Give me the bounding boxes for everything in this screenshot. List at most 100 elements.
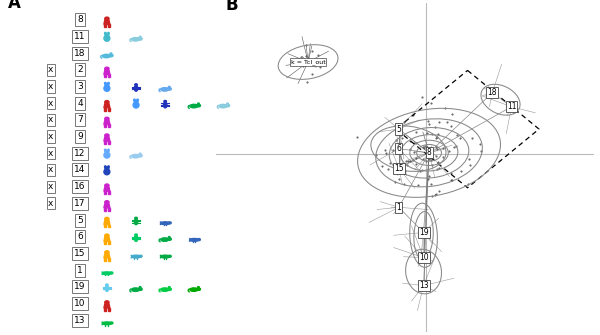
Ellipse shape	[108, 82, 109, 84]
Ellipse shape	[168, 255, 171, 257]
Circle shape	[105, 17, 109, 20]
Circle shape	[105, 100, 109, 104]
Polygon shape	[104, 121, 110, 125]
Text: 5: 5	[397, 125, 401, 134]
Ellipse shape	[103, 322, 112, 325]
Circle shape	[105, 301, 109, 304]
Text: x: x	[48, 182, 53, 191]
Polygon shape	[104, 241, 106, 244]
Text: k = TcI_out: k = TcI_out	[291, 59, 325, 65]
Polygon shape	[104, 238, 110, 241]
Ellipse shape	[167, 288, 172, 290]
Polygon shape	[104, 125, 106, 127]
Text: 19: 19	[419, 228, 428, 237]
Ellipse shape	[104, 35, 110, 41]
Polygon shape	[108, 125, 110, 127]
Ellipse shape	[131, 154, 139, 158]
Ellipse shape	[139, 36, 141, 38]
Ellipse shape	[108, 166, 109, 168]
Ellipse shape	[163, 102, 167, 108]
Ellipse shape	[167, 88, 172, 90]
Ellipse shape	[196, 104, 200, 107]
Polygon shape	[104, 225, 106, 227]
Ellipse shape	[104, 152, 110, 158]
Ellipse shape	[169, 286, 170, 288]
Text: 11: 11	[507, 102, 516, 111]
Ellipse shape	[104, 149, 106, 151]
Polygon shape	[108, 108, 110, 111]
Ellipse shape	[109, 54, 113, 57]
Polygon shape	[104, 74, 106, 77]
Ellipse shape	[104, 169, 110, 175]
Polygon shape	[104, 104, 110, 108]
Text: 15: 15	[394, 164, 404, 173]
Polygon shape	[108, 258, 110, 261]
Text: x: x	[48, 149, 53, 158]
Ellipse shape	[168, 222, 171, 224]
Text: x: x	[48, 115, 53, 124]
Text: 1: 1	[77, 266, 83, 275]
Ellipse shape	[105, 33, 109, 36]
Ellipse shape	[138, 154, 142, 157]
Polygon shape	[108, 208, 110, 211]
Ellipse shape	[103, 272, 112, 275]
Text: 5: 5	[77, 215, 83, 224]
Text: 9: 9	[77, 132, 83, 141]
Text: 6: 6	[397, 144, 401, 153]
Ellipse shape	[104, 166, 106, 168]
Ellipse shape	[197, 239, 200, 241]
Ellipse shape	[104, 85, 110, 91]
Ellipse shape	[134, 85, 138, 91]
Polygon shape	[104, 20, 110, 24]
Text: 13: 13	[419, 281, 428, 290]
Circle shape	[105, 217, 109, 220]
Ellipse shape	[164, 100, 166, 102]
Polygon shape	[108, 191, 110, 194]
Ellipse shape	[197, 286, 199, 288]
Text: x: x	[48, 165, 53, 175]
Polygon shape	[104, 191, 106, 194]
Polygon shape	[104, 208, 106, 211]
Polygon shape	[108, 141, 110, 144]
Ellipse shape	[134, 236, 138, 242]
Ellipse shape	[227, 103, 229, 105]
Text: 10: 10	[74, 299, 86, 308]
Text: 11: 11	[74, 32, 86, 41]
Polygon shape	[108, 74, 110, 77]
Circle shape	[105, 201, 109, 204]
Ellipse shape	[131, 255, 140, 258]
Ellipse shape	[139, 153, 141, 155]
Text: 13: 13	[74, 316, 86, 325]
Ellipse shape	[138, 288, 142, 290]
Ellipse shape	[110, 272, 113, 274]
Ellipse shape	[197, 103, 199, 105]
Text: x: x	[48, 65, 53, 74]
Text: 18: 18	[74, 49, 86, 58]
Ellipse shape	[139, 255, 142, 257]
Text: 3: 3	[77, 82, 83, 91]
Polygon shape	[104, 137, 110, 141]
Ellipse shape	[105, 286, 109, 291]
Ellipse shape	[161, 88, 169, 91]
Ellipse shape	[161, 238, 169, 241]
Ellipse shape	[134, 100, 138, 103]
Ellipse shape	[137, 99, 139, 101]
Text: x: x	[48, 82, 53, 91]
Circle shape	[105, 251, 109, 254]
Text: 14: 14	[74, 165, 86, 175]
Text: 2: 2	[77, 65, 83, 74]
Ellipse shape	[131, 288, 139, 291]
Ellipse shape	[190, 239, 199, 241]
Polygon shape	[104, 304, 110, 308]
Text: 19: 19	[74, 282, 86, 291]
Polygon shape	[104, 258, 106, 261]
Ellipse shape	[161, 222, 170, 225]
Text: 8: 8	[77, 15, 83, 24]
Ellipse shape	[135, 234, 137, 236]
Ellipse shape	[138, 38, 142, 40]
Ellipse shape	[135, 217, 137, 219]
Circle shape	[105, 234, 109, 237]
Ellipse shape	[134, 99, 135, 101]
Ellipse shape	[190, 288, 197, 291]
Text: 15: 15	[74, 249, 86, 258]
